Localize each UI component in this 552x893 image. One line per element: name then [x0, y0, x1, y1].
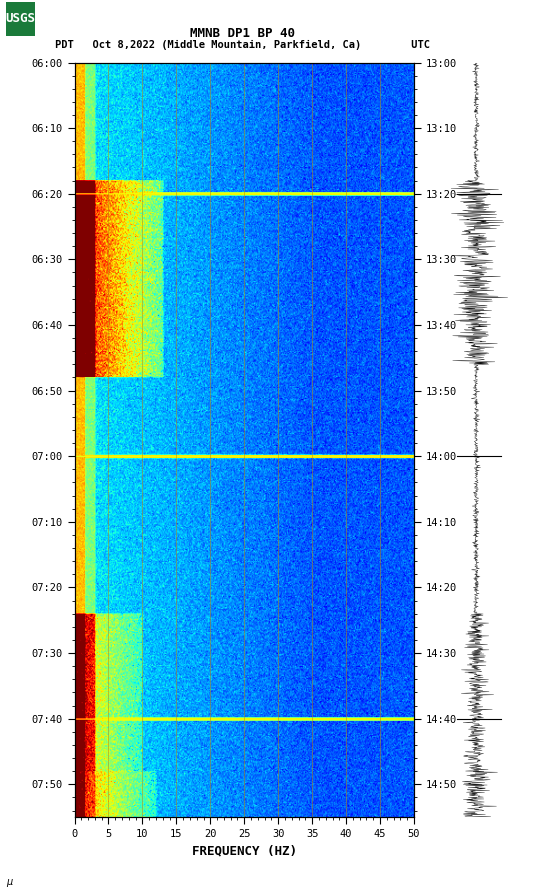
Bar [6, 2, 35, 36]
Text: MMNB DP1 BP 40: MMNB DP1 BP 40 [190, 27, 295, 40]
X-axis label: FREQUENCY (HZ): FREQUENCY (HZ) [192, 845, 297, 857]
Text: PDT   Oct 8,2022 (Middle Mountain, Parkfield, Ca)        UTC: PDT Oct 8,2022 (Middle Mountain, Parkfie… [55, 40, 431, 50]
Text: USGS: USGS [5, 13, 35, 25]
Text: $\mu$: $\mu$ [6, 877, 13, 889]
